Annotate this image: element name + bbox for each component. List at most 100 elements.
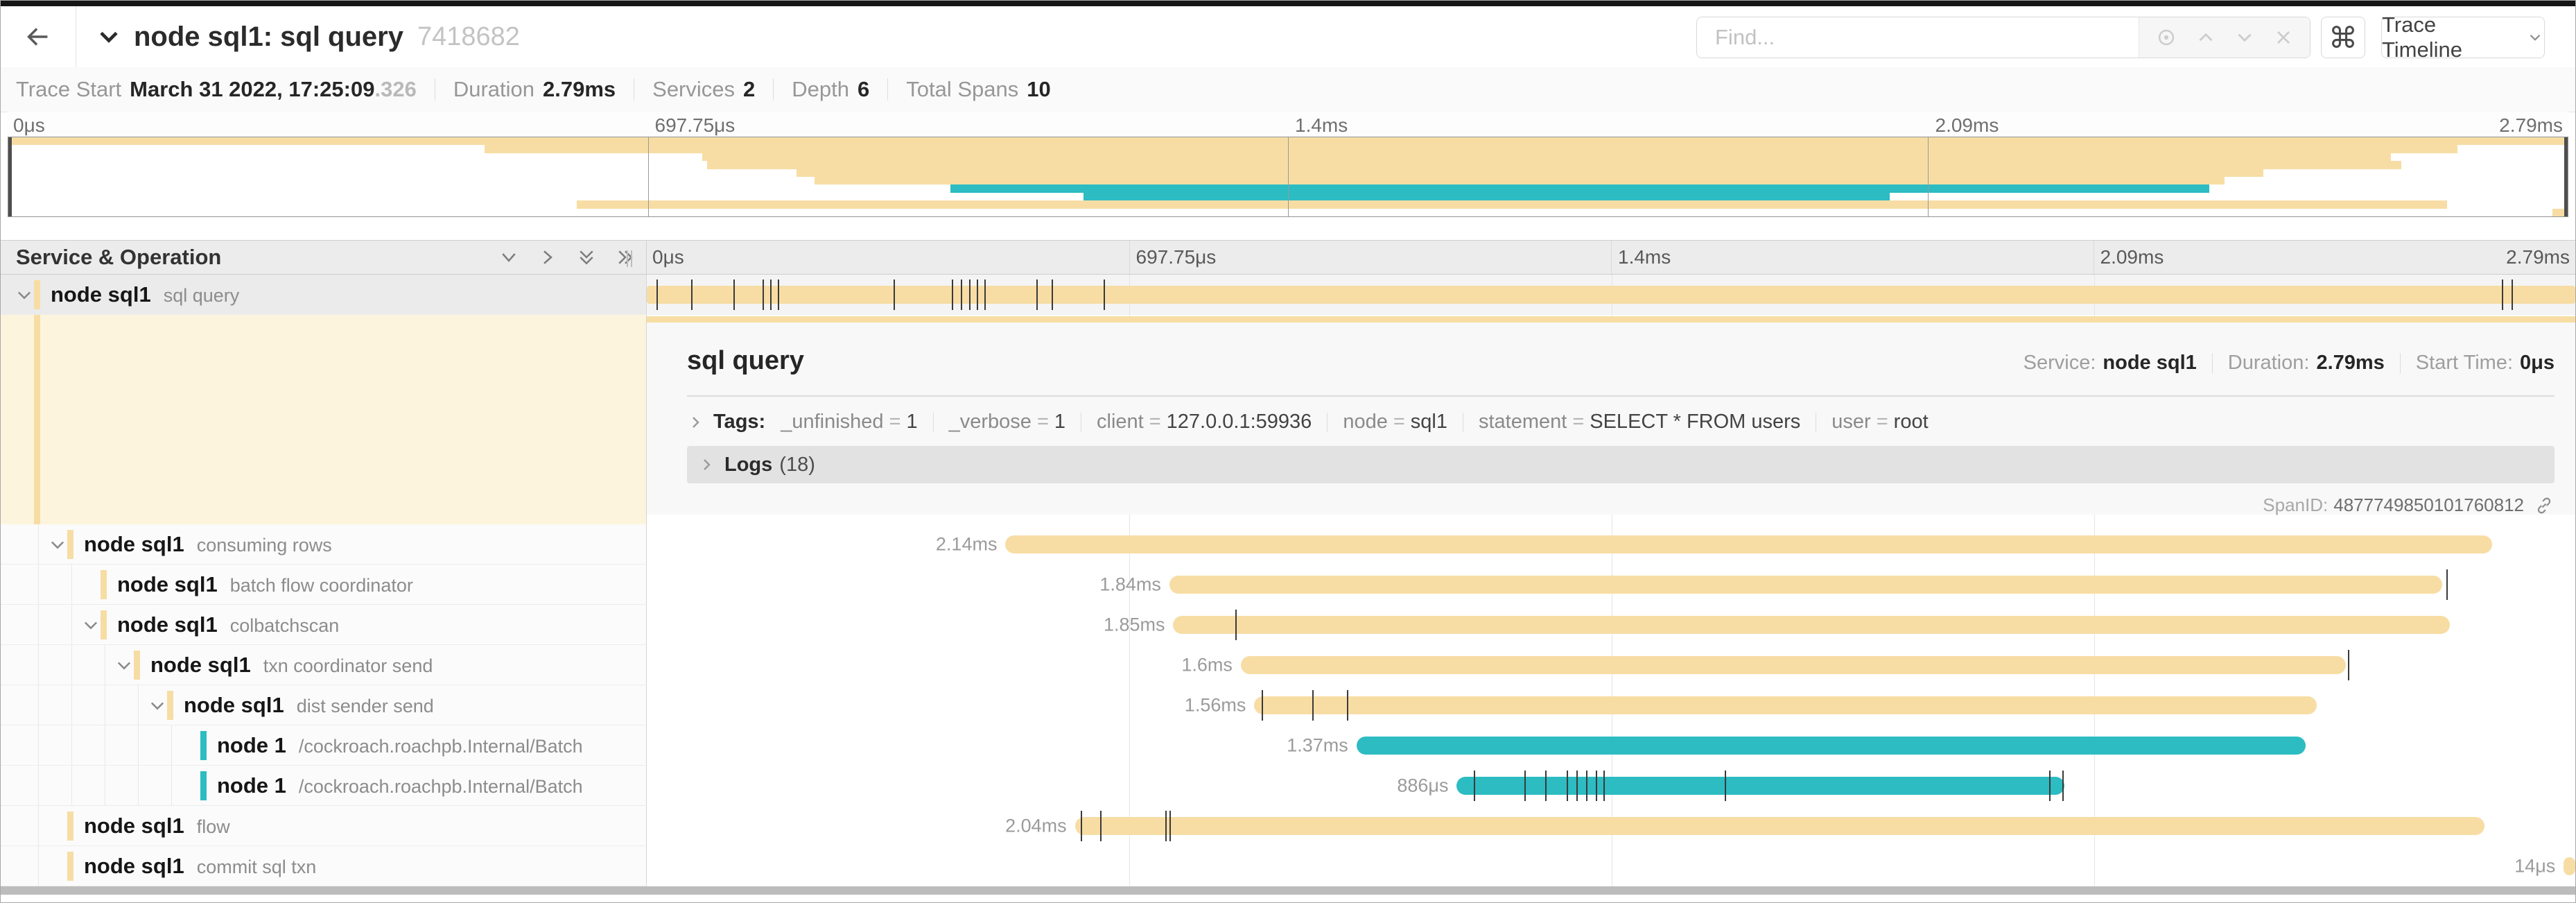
span-tree-item[interactable]: node sql1 batch flow coordinator [1, 565, 647, 605]
tree-guide-line [171, 766, 172, 805]
span-children-toggle-icon[interactable] [81, 615, 101, 635]
chevron-up-icon[interactable] [2194, 26, 2218, 49]
tags-accordion[interactable]: Tags: _unfinished = 1 _verbose = 1 client = 127.0… [687, 411, 2555, 433]
log-marker [733, 280, 736, 310]
ruler-tick-label: 2.79ms [2506, 246, 2570, 268]
tree-guide-line [38, 846, 39, 886]
ruler-tick-label: 0μs [652, 246, 684, 268]
trace-view-dropdown[interactable]: Trace Timeline [2381, 12, 2545, 62]
log-marker [762, 280, 764, 310]
span-duration-label: 1.84ms [1099, 574, 1161, 595]
log-marker [2446, 569, 2448, 600]
expand-one-icon[interactable] [537, 247, 558, 268]
span-bar[interactable] [2564, 857, 2575, 875]
span-service-name: node sql1 [84, 853, 184, 878]
span-children-toggle-icon[interactable] [48, 535, 67, 554]
tag-equals: = [889, 411, 901, 433]
logs-accordion[interactable]: Logs (18) [687, 446, 2555, 483]
keyboard-shortcuts-button[interactable]: ⌘ [2321, 17, 2365, 58]
close-icon[interactable] [2272, 26, 2295, 49]
link-icon[interactable] [2534, 495, 2555, 516]
span-tree-item[interactable]: node 1/cockroach.roachpb.Internal/Batch [1, 766, 647, 806]
span-name: node sql1 flow [84, 814, 230, 839]
span-tree-item[interactable]: node sql1 colbatchscan [1, 605, 647, 645]
span-bar[interactable] [1005, 535, 2493, 553]
span-bar[interactable] [1173, 616, 2451, 634]
detail-meta-label: Start Time: [2415, 352, 2513, 374]
span-bar[interactable] [647, 286, 2575, 304]
span-detail-card: sql query Service: node sql1 Duration: 2.79m… [647, 322, 2575, 515]
trace-info-bar: Trace Start March 31 2022, 17:25:09 .326… [1, 67, 2575, 112]
expand-all-icon[interactable] [615, 247, 636, 268]
detail-divider [687, 395, 2555, 397]
log-marker [1346, 690, 1348, 721]
span-timeline-cell [647, 275, 2575, 315]
span-children-toggle-icon[interactable] [114, 655, 134, 675]
span-bar[interactable] [1456, 777, 2064, 795]
tag-equals: = [1393, 411, 1405, 433]
tag-key: statement [1478, 411, 1567, 433]
trace-collapse-toggle[interactable] [94, 6, 124, 67]
span-tree-item[interactable]: node sql1 consuming rows [1, 524, 647, 565]
span-children-toggle-icon[interactable] [15, 285, 34, 304]
span-tree-item[interactable]: node 1/cockroach.roachpb.Internal/Batch [1, 725, 647, 766]
total-spans-label: Total Spans [906, 77, 1019, 101]
log-marker [1262, 690, 1264, 721]
collapse-one-icon[interactable] [498, 247, 519, 268]
span-bar[interactable] [1074, 817, 2485, 835]
collapse-all-icon[interactable] [576, 247, 597, 268]
find-group [1696, 17, 2310, 58]
span-tree-item[interactable]: node sql1 sql query [1, 275, 647, 315]
timeline-minimap[interactable] [8, 137, 2568, 217]
span-duration-label: 886μs [1397, 775, 1449, 796]
minimap-span-bar [702, 153, 2392, 162]
ruler-gridline [1129, 241, 1130, 274]
minimap-span-bar [706, 161, 2401, 169]
span-bar[interactable] [1169, 576, 2443, 594]
span-children-toggle-icon[interactable] [148, 696, 167, 715]
log-marker [976, 280, 978, 310]
span-tree-item[interactable]: node sql1 txn coordinator send [1, 645, 647, 685]
tree-guide-line [71, 685, 72, 725]
tag-item: node = sql1 [1328, 411, 1447, 433]
span-bar[interactable] [1356, 737, 2306, 755]
log-marker [1603, 771, 1605, 801]
tag-value: 1 [906, 411, 918, 433]
span-tree-item[interactable]: node sql1 dist sender send [1, 685, 647, 725]
find-input[interactable] [1697, 17, 2139, 58]
log-marker [1474, 771, 1476, 801]
span-bar[interactable] [1254, 696, 2317, 714]
chevron-down-icon[interactable] [2233, 26, 2256, 49]
minimap-span-bar [950, 184, 2210, 193]
tag-item: user = root [1816, 411, 1928, 433]
span-row: node sql1 sql query [1, 275, 2575, 315]
tag-item: _verbose = 1 [934, 411, 1065, 433]
span-detail-title: sql query [687, 346, 804, 375]
page-title: node sql1: sql query 7418682 [134, 6, 520, 67]
tree-guide-line [38, 766, 39, 805]
log-marker [1080, 811, 1082, 841]
column-resize-handle[interactable] [627, 250, 632, 267]
horizontal-scrollbar[interactable] [1, 886, 2575, 895]
minimap-tick-label: 1.4ms [1295, 114, 1348, 136]
tag-item: statement = SELECT * FROM users [1463, 411, 1800, 433]
span-tree-item[interactable]: node sql1 flow [1, 806, 647, 846]
minimap-left-scrubber[interactable] [8, 137, 12, 216]
span-service-name: node 1 [217, 773, 286, 798]
span-bar[interactable] [1240, 656, 2346, 674]
collapse-controls [498, 241, 636, 274]
span-tree-item[interactable]: node sql1 commit sql txn [1, 846, 647, 886]
log-marker [1169, 811, 1171, 841]
log-marker [1585, 771, 1587, 801]
tag-equals: = [1572, 411, 1585, 433]
span-timeline-cell: 2.04ms [647, 806, 2575, 846]
span-row: node sql1 batch flow coordinator 1.84ms [1, 565, 2575, 605]
span-timeline-cell: 1.56ms [647, 685, 2575, 725]
scope-icon[interactable] [2155, 26, 2178, 49]
depth-value: 6 [858, 77, 870, 101]
minimap-right-scrubber[interactable] [2564, 137, 2568, 216]
tree-guide-line [38, 645, 39, 685]
back-button[interactable] [1, 6, 76, 67]
chevron-right-icon [687, 414, 704, 431]
log-marker [1052, 280, 1054, 310]
